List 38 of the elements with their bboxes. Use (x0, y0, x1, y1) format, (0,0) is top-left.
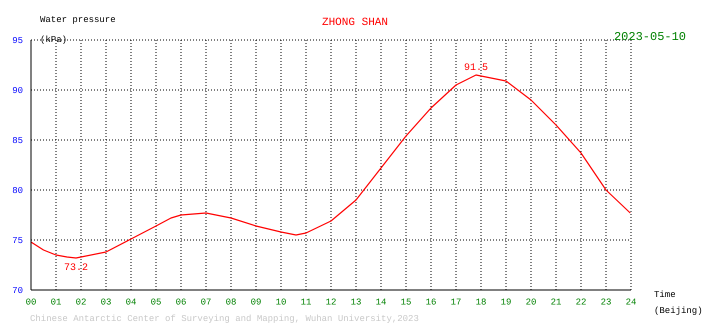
y-tick-label: 75 (12, 236, 23, 246)
x-tick-label: 09 (250, 297, 262, 308)
x-axis-title: Time (Beijing) (654, 289, 703, 318)
x-tick-label: 19 (500, 297, 512, 308)
x-tick-label: 23 (600, 297, 612, 308)
x-tick-label: 14 (376, 297, 386, 308)
x-tick-label: 22 (576, 297, 586, 308)
x-tick-label: 24 (626, 297, 636, 308)
x-tick-label: 15 (400, 297, 412, 308)
annotation: 73.2 (64, 263, 88, 274)
x-tick-label: 12 (326, 297, 336, 308)
x-tick-label: 05 (150, 297, 162, 308)
annotation: 91.5 (464, 63, 488, 74)
x-tick-label: 21 (550, 297, 562, 308)
x-tick-label: 01 (50, 297, 62, 308)
x-tick-label: 13 (350, 297, 362, 308)
x-tick-label: 07 (200, 297, 212, 308)
chart-subtitle: 2023-05-10 (614, 30, 686, 44)
x-tick-label: 04 (126, 297, 136, 308)
y-tick-label: 80 (12, 186, 23, 196)
y-axis-title: Water pressure (kPa) (40, 14, 116, 47)
x-tick-label: 20 (526, 297, 536, 308)
line-series (31, 74, 631, 259)
x-tick-label: 03 (100, 297, 112, 308)
x-tick-label: 10 (276, 297, 286, 308)
y-tick-label: 85 (12, 136, 23, 146)
x-tick-label: 16 (426, 297, 436, 308)
x-tick-label: 08 (226, 297, 236, 308)
y-tick-label: 70 (12, 286, 23, 296)
x-tick-label: 11 (300, 297, 312, 308)
chart-title: ZHONG SHAN (322, 17, 388, 29)
x-tick-label: 18 (476, 297, 486, 308)
x-tick-label: 06 (176, 297, 186, 308)
x-tick-label: 00 (26, 297, 36, 308)
y-tick-label: 95 (12, 36, 23, 46)
y-tick-label: 90 (12, 86, 23, 96)
x-tick-label: 17 (450, 297, 462, 308)
x-tick-label: 02 (76, 297, 86, 308)
